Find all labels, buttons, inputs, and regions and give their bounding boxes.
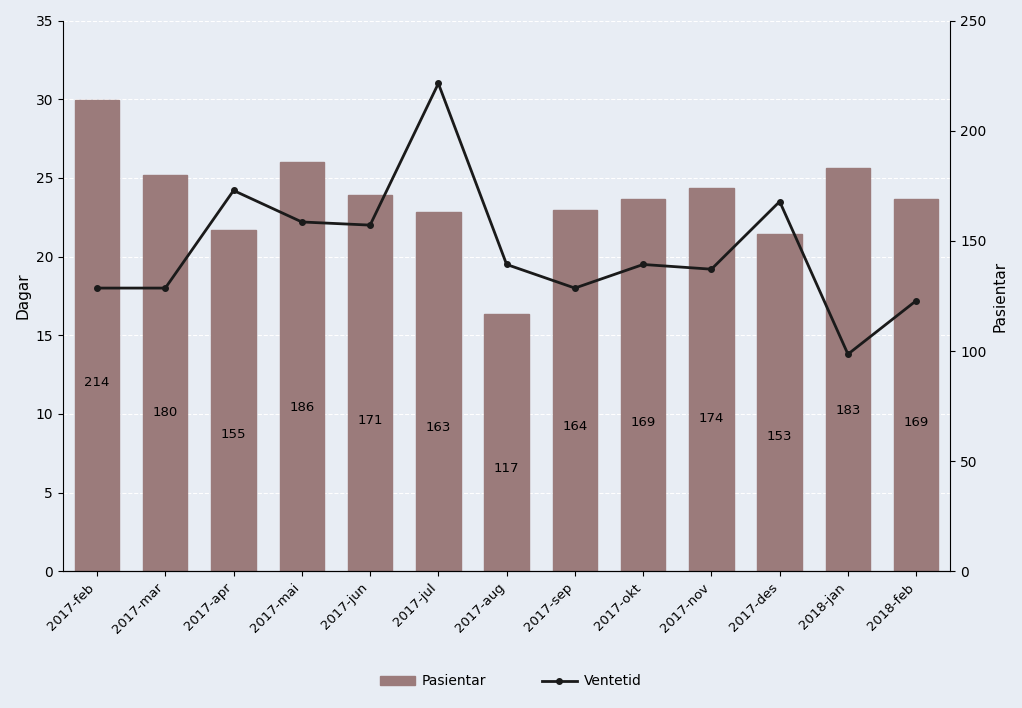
Text: 171: 171 <box>358 414 383 427</box>
Bar <box>484 314 528 571</box>
Text: 169: 169 <box>631 416 656 429</box>
Text: 214: 214 <box>85 376 109 389</box>
Bar <box>143 175 187 571</box>
Bar <box>553 210 597 571</box>
Y-axis label: Pasientar: Pasientar <box>992 261 1007 331</box>
Bar <box>212 230 256 571</box>
Text: 183: 183 <box>835 404 861 416</box>
Text: 164: 164 <box>562 421 588 433</box>
Y-axis label: Dagar: Dagar <box>15 273 30 319</box>
Text: 186: 186 <box>289 401 315 414</box>
Text: 169: 169 <box>903 416 929 429</box>
Bar <box>416 212 461 571</box>
Bar <box>75 100 120 571</box>
Text: 180: 180 <box>152 406 178 419</box>
Bar <box>757 234 802 571</box>
Text: 155: 155 <box>221 428 246 441</box>
Bar <box>347 195 392 571</box>
Text: 117: 117 <box>494 462 519 475</box>
Text: 174: 174 <box>699 411 725 425</box>
Bar <box>894 199 938 571</box>
Legend: Pasientar, Ventetid: Pasientar, Ventetid <box>375 669 647 694</box>
Bar <box>621 199 665 571</box>
Bar <box>689 188 734 571</box>
Bar <box>280 161 324 571</box>
Text: 153: 153 <box>766 430 792 443</box>
Bar <box>826 168 870 571</box>
Text: 163: 163 <box>426 421 451 434</box>
